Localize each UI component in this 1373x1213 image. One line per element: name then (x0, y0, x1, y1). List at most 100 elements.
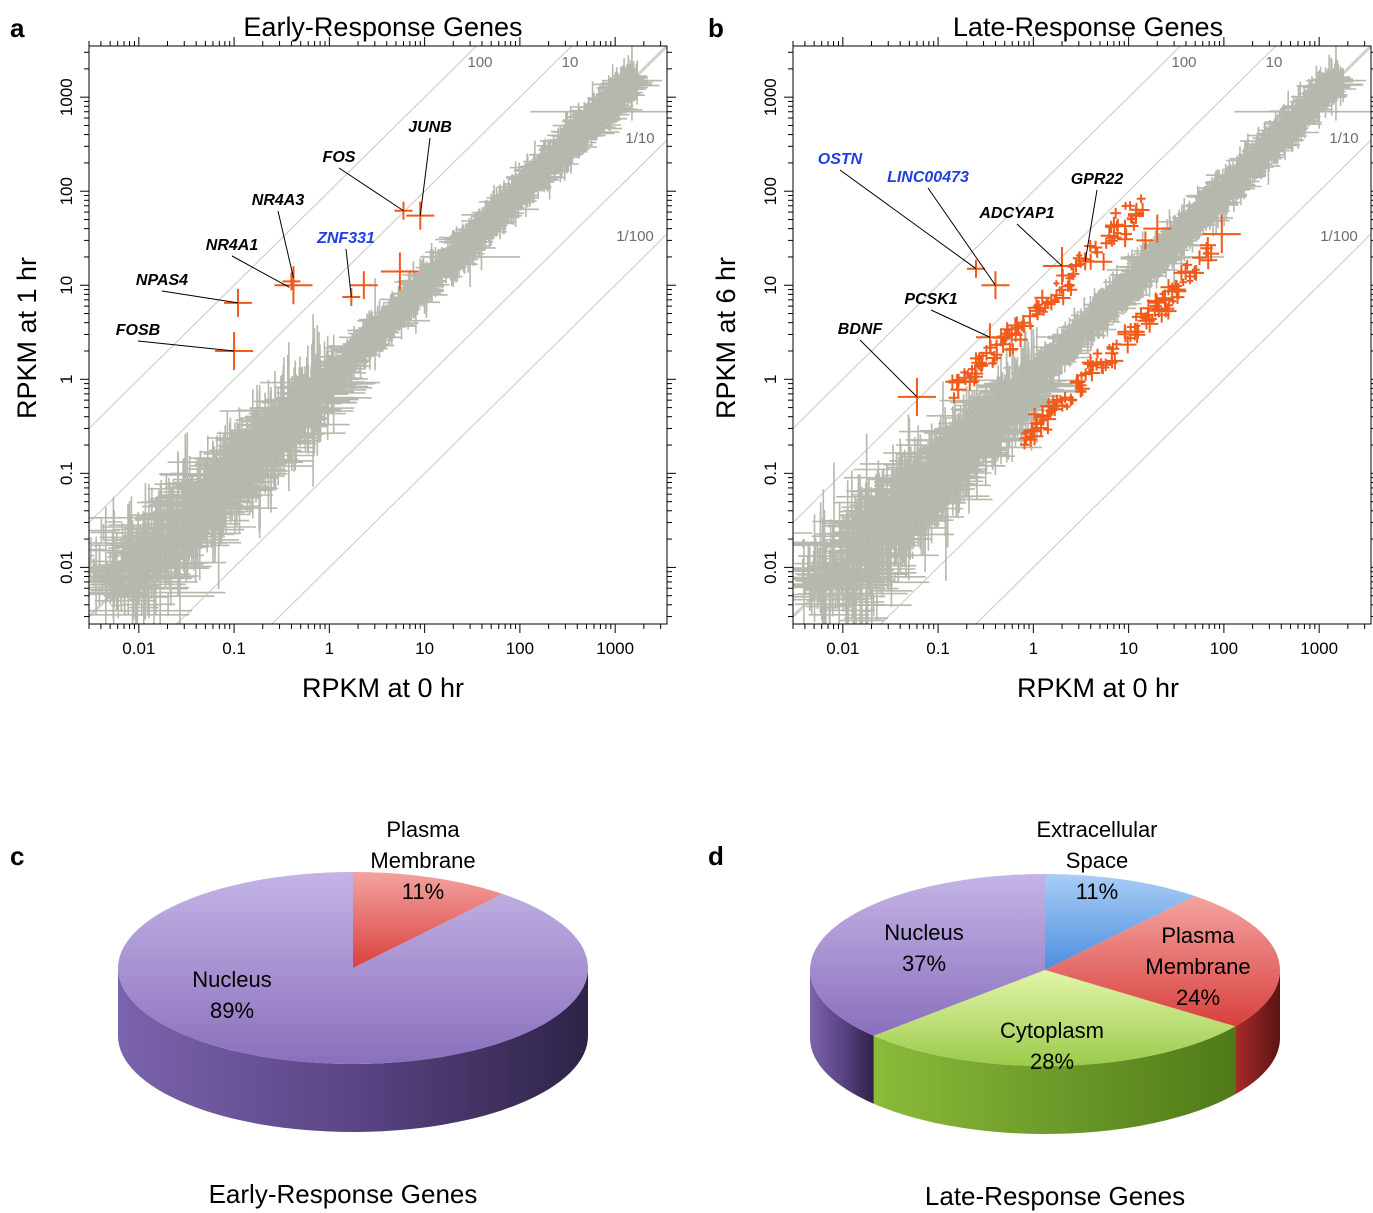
ratio-label: 1/100 (1320, 228, 1358, 245)
x-tick-label: 0.01 (826, 639, 859, 658)
highlighted-gene-point (224, 288, 253, 317)
ratio-label: 100 (1171, 54, 1196, 71)
gene-label: NR4A1 (206, 237, 259, 254)
gene-leader-line (927, 187, 996, 286)
x-tick-label: 100 (1210, 639, 1238, 658)
ratio-label: 1/100 (616, 228, 654, 245)
plot-area-a (89, 46, 667, 624)
panel-letter-c: c (10, 841, 24, 871)
pie-slice-label: 37% (902, 951, 946, 976)
gene-label: ADCYAP1 (978, 205, 1054, 222)
gene-label: LINC00473 (887, 169, 969, 186)
ratio-line-100 (89, 46, 478, 430)
ticks-a (80, 37, 676, 633)
gene-label: FOS (323, 149, 356, 166)
y-axis-title-a: RPKM at 1 hr (12, 257, 42, 419)
pie-caption-c: Early-Response Genes (209, 1179, 478, 1209)
pie-slice-label: 11% (402, 879, 444, 904)
ratio-line-0.01 (975, 233, 1371, 624)
pie-slice-label: Membrane (1145, 954, 1250, 979)
gene-leader-line (231, 255, 290, 288)
gene-label: NPAS4 (136, 272, 188, 289)
gene-leader-line (345, 248, 352, 298)
pie-slice (118, 872, 589, 1065)
ratio-label: 1/10 (1329, 130, 1358, 147)
gene-leader-line (161, 290, 239, 304)
highlighted-gene-point (1143, 214, 1172, 243)
ratio-line-0.1 (175, 139, 667, 624)
pie-slice-label: Nucleus (884, 920, 963, 945)
y-tick-label: 10 (761, 276, 780, 295)
x-axis-title-a: RPKM at 0 hr (302, 673, 464, 703)
gene-leader-line (137, 340, 235, 352)
ratio-label: 100 (467, 54, 492, 71)
ratio-line-0.1 (879, 139, 1371, 624)
chart-title-b: Late-Response Genes (953, 12, 1223, 42)
pie-slice (809, 874, 1045, 1036)
ratio-label: 1/10 (625, 130, 654, 147)
scatter-plot-b: 100 10 1/10 1/100 0.01 0.1 1 10 100 1000 0.01 0.1 1 1… (761, 37, 1373, 658)
gene-label: JUNB (408, 119, 452, 136)
gene-leader-line (1084, 189, 1098, 262)
pie-slice (1045, 874, 1195, 970)
highlighted-gene-point (1136, 231, 1155, 250)
background-genes-b (793, 46, 1371, 624)
y-axis-title-b: RPKM at 6 hr (711, 257, 741, 419)
highlighted-gene-point (380, 252, 419, 291)
pie-slice-label: Extracellular (1036, 817, 1157, 842)
background-gene-crosses (793, 54, 1364, 624)
pie-slice-label: 89% (210, 998, 254, 1023)
pie-slice-label: Plasma (386, 817, 460, 842)
x-tick-label: 10 (415, 639, 434, 658)
pie-slice-label: Nucleus (192, 967, 271, 992)
panel-letter-a: a (10, 13, 25, 43)
highlighted-gene-point (1202, 215, 1241, 254)
gene-label: FOSB (116, 322, 160, 339)
y-tick-label: 1000 (57, 78, 76, 116)
highlighted-gene-point (406, 201, 435, 230)
y-tick-label: 1 (761, 375, 780, 384)
panel-letter-b: b (708, 13, 724, 43)
y-tick-label: 0.1 (57, 462, 76, 486)
gene-label: OSTN (818, 151, 863, 168)
pie-slice-label: 28% (1030, 1049, 1074, 1074)
panel-d: d Extracellular Space 11% Plasma Membrane 24%… (708, 817, 1280, 1211)
pie-slice-label: Cytoplasm (1000, 1018, 1104, 1043)
pie-slice-side (810, 970, 874, 1104)
pie-slice (873, 970, 1236, 1067)
gene-leader-line (419, 137, 431, 216)
highlighted-gene-point (966, 259, 985, 278)
panel-c: c Plasma Membrane 11% Nucleus 89% Early-Resp… (10, 817, 589, 1209)
background-gene-outlier (1305, 46, 1366, 121)
background-gene-crosses (89, 55, 660, 624)
gene-leader-line (930, 309, 991, 338)
x-tick-label: 0.1 (926, 639, 950, 658)
x-tick-label: 0.1 (222, 639, 246, 658)
background-gene-outlier (420, 226, 521, 287)
gene-leader-line (859, 339, 918, 398)
panel-b: b Late-Response Genes 100 10 1/10 1/100 0.01… (708, 12, 1373, 703)
plot-area-b (793, 46, 1371, 624)
highlighted-gene-point (282, 272, 301, 291)
y-tick-label: 100 (761, 177, 780, 205)
gene-label: NR4A3 (252, 192, 305, 209)
y-tick-label: 0.1 (761, 462, 780, 486)
y-tick-label: 10 (57, 276, 76, 295)
chart-title-a: Early-Response Genes (243, 12, 522, 42)
highlighted-gene-point (349, 271, 378, 300)
gene-leader-line (1016, 223, 1063, 267)
background-gene-outlier (1234, 86, 1371, 137)
highlighted-gene-point (274, 266, 313, 305)
x-tick-label: 10 (1119, 639, 1138, 658)
pie-caption-d: Late-Response Genes (925, 1181, 1185, 1211)
plot-frame-b (792, 45, 1372, 625)
pie-chart-d: Extracellular Space 11% Plasma Membrane 24% Cy… (809, 817, 1280, 1134)
highlighted-gene-point (975, 323, 1004, 352)
highlighted-genes-a (215, 201, 435, 370)
pie-slice-label: 11% (1076, 879, 1118, 904)
gene-leader-line (839, 169, 977, 270)
y-tick-label: 0.01 (57, 551, 76, 584)
y-tick-label: 0.01 (761, 551, 780, 584)
highlighted-gene-cloud (945, 194, 1220, 450)
